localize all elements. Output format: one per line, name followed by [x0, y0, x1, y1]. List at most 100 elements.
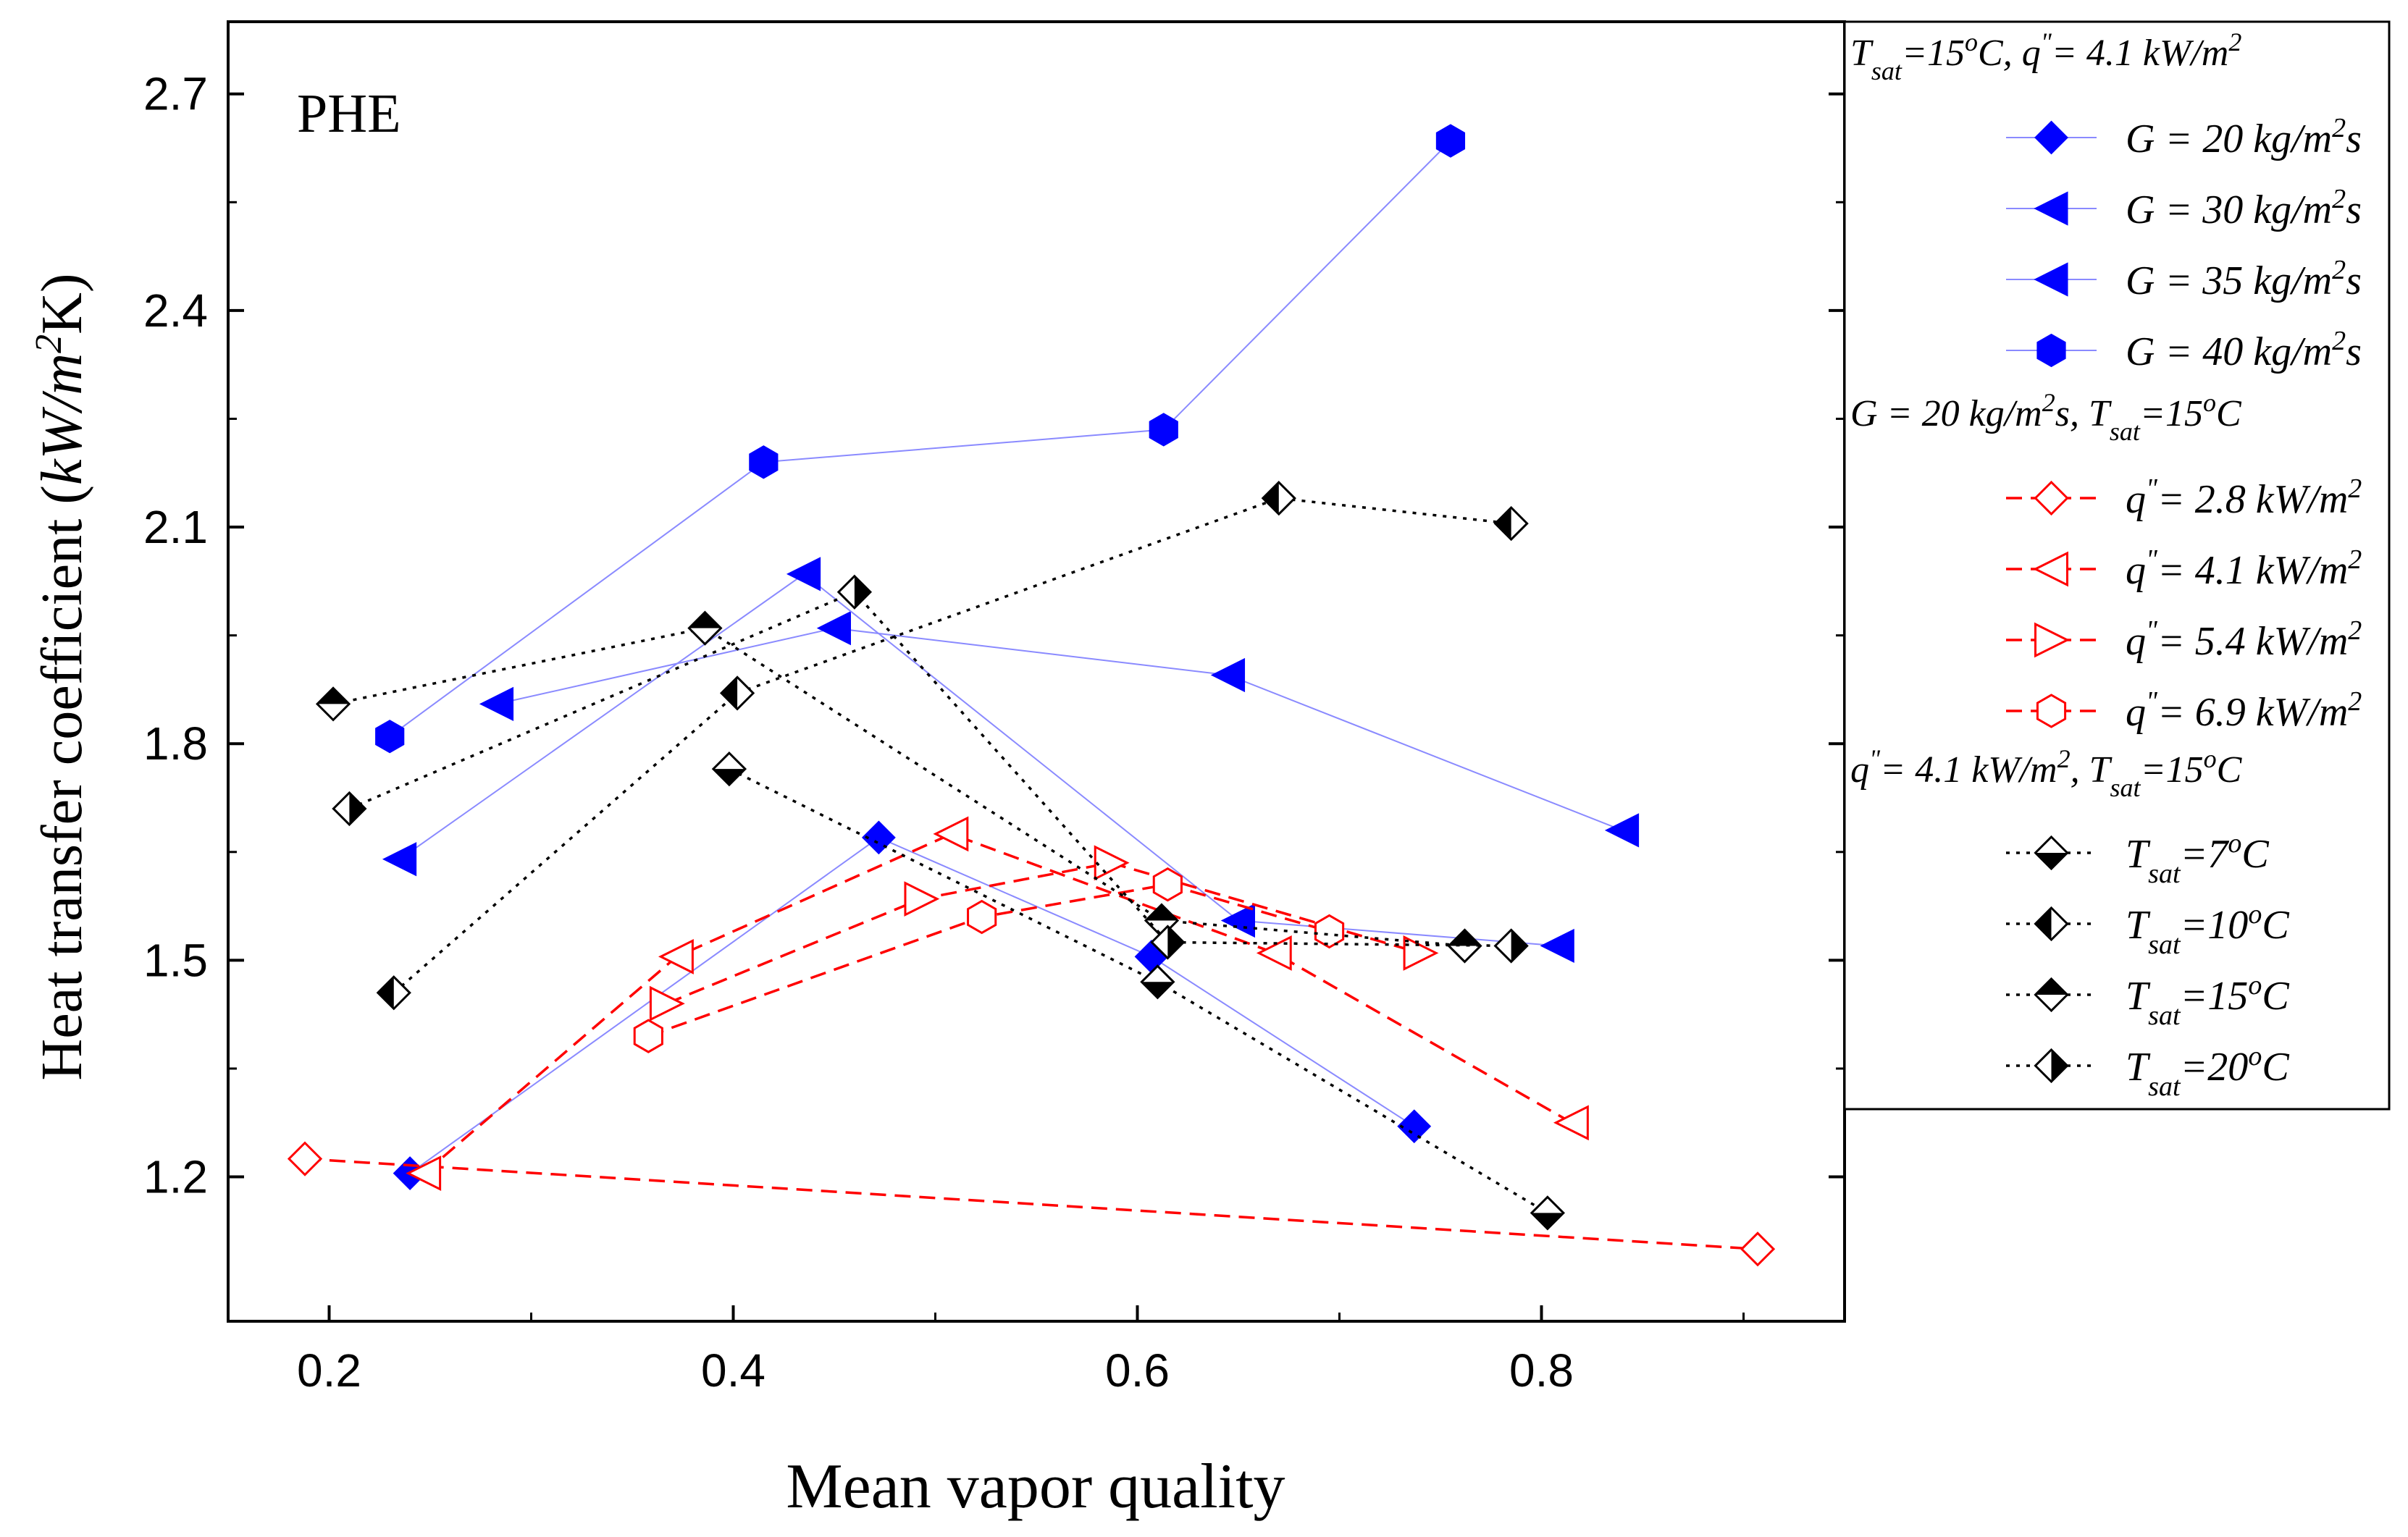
y-tick-label: 1.8	[143, 717, 208, 770]
legend-label: G = 40 kg/m2s	[2126, 326, 2362, 374]
data-point	[1740, 1231, 1776, 1267]
legend-group-header-part: T	[1850, 33, 1874, 74]
legend-group-header-part: sat	[2110, 773, 2141, 802]
legend-marker	[2034, 622, 2070, 658]
data-point	[1553, 1105, 1589, 1141]
legend-label-part: o	[2248, 970, 2262, 1001]
legend-group-header-part: G = 20 kg/m	[1850, 393, 2042, 434]
data-point	[1530, 1195, 1565, 1231]
legend-label-part: q	[2126, 690, 2146, 735]
y-axis-title-prefix: Heat transfer coefficient (	[30, 485, 94, 1081]
legend-group-header-part: , T	[2071, 749, 2113, 791]
y-tick-label: 1.2	[143, 1151, 208, 1203]
series-line-T15	[332, 626, 1465, 948]
y-tick-label: 2.1	[143, 501, 208, 553]
legend-group-header: G = 20 kg/m2s, Tsat=15oC	[1850, 388, 2242, 446]
data-point	[933, 816, 969, 852]
legend-group-header-part: = 4.1 kW/m	[1880, 749, 2057, 791]
data-point	[1210, 657, 1246, 693]
series-line-G35	[399, 573, 1558, 947]
legend-label-part: s	[2346, 329, 2362, 374]
series-line-G30	[496, 627, 1623, 831]
x-tick-label: 0.4	[701, 1344, 765, 1397]
legend-group-header-part: C, q	[1978, 33, 2041, 74]
legend-label-part: q	[2126, 477, 2146, 522]
legend-item-G35	[2006, 262, 2097, 297]
legend-group-header-part: o	[1965, 28, 1978, 56]
data-point	[479, 686, 514, 721]
legend-marker	[2034, 480, 2069, 516]
series-q28	[287, 1141, 1776, 1267]
data-point	[786, 557, 821, 591]
series-G30	[479, 611, 1640, 848]
legend-item-T20	[2006, 1048, 2097, 1084]
legend-label-part: T	[2126, 832, 2151, 877]
data-point	[1403, 935, 1439, 971]
legend-group-header-part: = 4.1 kW/m	[2052, 33, 2229, 74]
phe-annotation: PHE	[297, 83, 401, 144]
legend-label: q"= 5.4 kW/m2	[2126, 615, 2362, 664]
data-point	[1493, 505, 1529, 542]
data-point	[1435, 124, 1466, 158]
data-point	[1094, 845, 1130, 881]
legend-label-part: C	[2262, 974, 2289, 1019]
legend-label: G = 20 kg/m2s	[2126, 113, 2362, 161]
legend-label-part: 2	[2332, 113, 2346, 143]
data-point	[904, 881, 940, 917]
legend-group-header-part: sat	[1871, 56, 1903, 85]
data-point	[861, 820, 896, 855]
legend-label-part: C	[2262, 903, 2289, 948]
legend-group-header-part: C	[2217, 749, 2243, 791]
series-T7	[711, 751, 1565, 1231]
legend-item-G20	[2006, 120, 2097, 155]
legend-group-header-part: "	[1869, 744, 1881, 773]
legend-marker	[2034, 262, 2068, 297]
series-line-T7	[729, 767, 1548, 1214]
legend-label-part: = 4.1 kW/m	[2157, 548, 2348, 593]
legend-label-part: 2	[2348, 686, 2362, 717]
x-axis-ticks: 0.2 0.4 0.6 0.8	[297, 1305, 1745, 1397]
data-point	[406, 1155, 442, 1191]
y-tick-label: 1.5	[143, 934, 208, 986]
x-tick-label: 0.2	[297, 1344, 361, 1397]
legend-label-part: sat	[2148, 1001, 2181, 1031]
y-axis-title-unit: kW/m	[30, 353, 94, 485]
legend-label-part: sat	[2148, 930, 2181, 960]
legend-group-header-part: o	[2204, 744, 2217, 773]
legend-item-q54	[2006, 622, 2097, 658]
data-point	[687, 610, 723, 646]
legend-label: q"= 6.9 kW/m2	[2126, 686, 2362, 735]
data-point	[1604, 813, 1640, 848]
legend-group-header: Tsat=15oC, q"= 4.1 kW/m2	[1850, 28, 2241, 85]
legend-label-part: G = 40 kg/m	[2126, 329, 2332, 374]
data-point	[1447, 928, 1482, 964]
legend-label-part: T	[2126, 974, 2151, 1019]
legend-item-G40	[2006, 333, 2097, 368]
series-G20	[393, 820, 1432, 1190]
legend-label-part: "	[2146, 686, 2158, 717]
legend-label: Tsat=10oC	[2126, 899, 2289, 960]
y-axis-title-suffix: K)	[30, 273, 94, 334]
legend-group-header-part: q	[1850, 749, 1869, 791]
legend-label-part: =10	[2181, 903, 2249, 948]
legend-label-part: 2	[2332, 255, 2346, 285]
legend-marker	[2034, 120, 2068, 155]
series-G40	[375, 124, 1466, 754]
x-axis-title: Mean vapor quality	[786, 1452, 1285, 1522]
legend-group-header-part: C	[2216, 393, 2242, 434]
data-point	[749, 445, 779, 479]
data-point	[315, 686, 351, 722]
legend-group-header: q"= 4.1 kW/m2, Tsat=15oC	[1850, 744, 2243, 802]
legend-label-part: o	[2228, 828, 2241, 859]
data-point	[816, 611, 851, 646]
series-T10	[376, 481, 1529, 1011]
legend-label: q"= 4.1 kW/m2	[2126, 544, 2362, 593]
y-tick-label: 2.7	[143, 68, 208, 120]
data-point	[1256, 935, 1292, 971]
legend-label-part: 2	[2332, 184, 2346, 214]
legend-group-header-part: 2	[2042, 388, 2055, 417]
legend-marker	[2034, 977, 2069, 1013]
series-line-G20	[409, 836, 1415, 1174]
data-point	[711, 751, 747, 787]
